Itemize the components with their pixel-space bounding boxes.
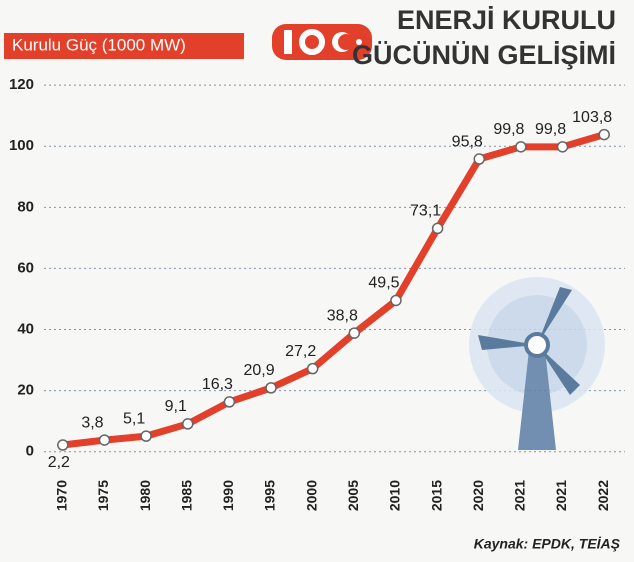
y-tick-label: 80 [17, 198, 34, 215]
y-tick-label: 120 [9, 76, 34, 93]
value-label: 2,2 [48, 454, 70, 471]
value-label: 103,8 [572, 109, 612, 126]
value-label: 99,8 [493, 121, 524, 138]
point [99, 435, 109, 445]
chart: Kurulu Güç (1000 MW) ENERJİ KURULU GÜCÜN… [0, 0, 634, 562]
value-label: 95,8 [452, 133, 483, 150]
x-tick-label: 1990 [220, 480, 236, 511]
value-label: 99,8 [535, 121, 566, 138]
y-tick-label: 20 [17, 382, 34, 399]
point [516, 142, 526, 152]
y-tick-label: 60 [17, 259, 34, 276]
value-label: 73,1 [410, 203, 441, 220]
value-label: 9,1 [165, 398, 187, 415]
value-label: 27,2 [285, 343, 316, 360]
point [558, 142, 568, 152]
point [58, 440, 68, 450]
chart-title: GÜCÜNÜN GELİŞİMİ [352, 40, 616, 70]
value-label: 3,8 [81, 414, 103, 431]
x-tick-label: 2021 [512, 480, 528, 511]
x-tick-label: 2005 [345, 480, 361, 511]
x-tick-label: 2021 [553, 480, 569, 511]
point [224, 397, 234, 407]
x-tick-label: 1970 [54, 480, 70, 511]
chart-title: ENERJİ KURULU [397, 5, 616, 35]
point [183, 419, 193, 429]
x-tick-label: 1985 [178, 480, 194, 511]
source: Kaynak: EPDK, TEİAŞ [474, 536, 621, 552]
point [433, 223, 443, 233]
x-tick-label: 1995 [262, 480, 278, 511]
point [141, 431, 151, 441]
y-tick-label: 40 [17, 320, 34, 337]
point [266, 383, 276, 393]
value-label: 49,5 [368, 275, 399, 292]
point [349, 328, 359, 338]
value-label: 20,9 [243, 362, 274, 379]
x-tick-label: 1980 [137, 480, 153, 511]
x-tick-label: 2000 [303, 480, 319, 511]
x-tick-label: 2022 [595, 480, 611, 511]
x-tick-label: 2020 [470, 480, 486, 511]
y-tick-label: 0 [26, 443, 34, 460]
point [599, 130, 609, 140]
value-label: 16,3 [202, 376, 233, 393]
point [391, 295, 401, 305]
point [308, 364, 318, 374]
point [474, 154, 484, 164]
value-label: 38,8 [327, 307, 358, 324]
x-tick-label: 1975 [95, 480, 111, 511]
x-tick-label: 2015 [428, 480, 444, 511]
x-tick-label: 2010 [387, 480, 403, 511]
y-tick-label: 100 [9, 137, 34, 154]
subtitle: Kurulu Güç (1000 MW) [12, 35, 186, 54]
value-label: 5,1 [123, 410, 145, 427]
